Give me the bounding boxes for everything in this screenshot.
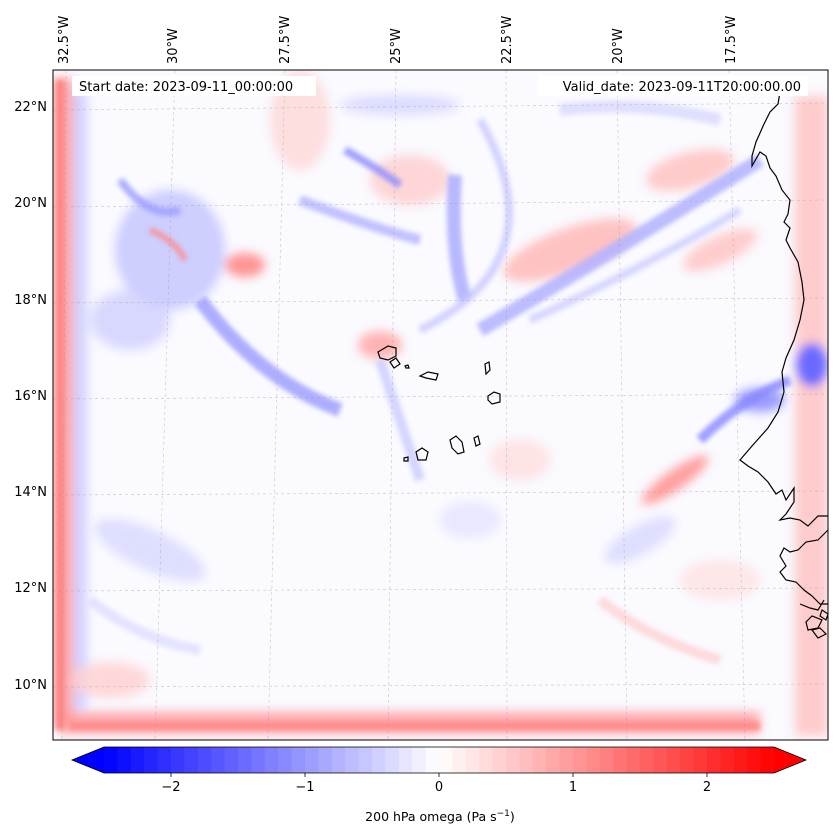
colorbar-segment: [720, 747, 735, 773]
colorbar-segment: [264, 747, 279, 773]
lat-label: 22°N: [14, 100, 47, 115]
colorbar-segment: [599, 747, 614, 773]
colorbar-segment: [760, 747, 775, 773]
colorbar-segment: [305, 747, 319, 773]
colorbar-tick-label: 0: [435, 780, 443, 795]
colorbar-segment: [398, 747, 413, 773]
sal: [484, 361, 491, 376]
colorbar-segment: [640, 747, 654, 773]
lon-label: 30°W: [166, 28, 181, 64]
boa-vista: [487, 391, 501, 405]
map-frame: [52, 69, 829, 741]
colorbar-segment: [653, 747, 668, 773]
colorbar-segment: [506, 747, 520, 773]
colorbar-segment: [546, 747, 561, 773]
colorbar-segment: [358, 747, 373, 773]
latitude-labels: 22°N 20°N 18°N 16°N 14°N 12°N 10°N: [14, 100, 47, 693]
colorbar-segments: [104, 747, 775, 773]
lat-label: 20°N: [14, 196, 47, 211]
colorbar-segment: [425, 747, 440, 773]
maio: [473, 435, 481, 447]
colorbar-segment: [211, 747, 226, 773]
colorbar-segment: [439, 747, 453, 773]
colorbar-segment: [385, 747, 400, 773]
colorbar-segment: [197, 747, 212, 773]
colorbar-tick-label: −1: [295, 780, 314, 795]
colorbar-segment: [626, 747, 641, 773]
colorbar-segment: [412, 747, 427, 773]
colorbar-segment: [573, 747, 587, 773]
colorbar-segment: [733, 747, 748, 773]
colorbar-segment: [291, 747, 306, 773]
longitude-labels: 32.5°W 30°W 27.5°W 25°W 22.5°W 20°W 17.5…: [57, 16, 739, 64]
fogo: [415, 447, 429, 461]
colorbar-segment: [238, 747, 252, 773]
start-date-box: [72, 76, 316, 96]
lon-label: 32.5°W: [57, 16, 72, 64]
colorbar-ticks: −2 −1 0 1 2: [161, 773, 711, 795]
colorbar-tick-label: 1: [569, 780, 577, 795]
colorbar-segment: [479, 747, 494, 773]
lon-label: 17.5°W: [724, 16, 739, 64]
colorbar-segment: [680, 747, 695, 773]
colorbar-segment: [251, 747, 266, 773]
lat-label: 16°N: [14, 389, 47, 404]
colorbar-segment: [586, 747, 601, 773]
santiago: [449, 435, 465, 455]
brava: [403, 456, 409, 462]
santo-antao: [377, 345, 397, 361]
colorbar-segment: [519, 747, 534, 773]
lat-label: 10°N: [14, 678, 47, 693]
colorbar-segment: [345, 747, 360, 773]
colorbar-tick-label: 2: [703, 780, 711, 795]
omega-field-streaks: [56, 80, 792, 730]
colorbar-segment: [171, 747, 185, 773]
colorbar-segment: [184, 747, 199, 773]
lon-label: 20°W: [611, 28, 626, 64]
colorbar-segment: [157, 747, 172, 773]
lat-label: 12°N: [14, 581, 47, 596]
colorbar-extend-min: [72, 747, 104, 773]
africa-coastline: [739, 83, 828, 527]
valid-date-label: Valid_date: 2023-09-11T20:00:00.00: [563, 80, 801, 95]
colorbar-segment: [331, 747, 346, 773]
coastlines: [377, 83, 829, 639]
colorbar-segment: [559, 747, 574, 773]
colorbar-segment: [144, 747, 159, 773]
santa-luzia: [404, 364, 410, 369]
lon-label: 27.5°W: [278, 16, 293, 64]
start-date-label: Start date: 2023-09-11_00:00:00: [79, 80, 293, 95]
colorbar-segment: [532, 747, 547, 773]
colorbar: −2 −1 0 1 2 200 hPa omega (Pa s−1): [70, 746, 808, 824]
colorbar-segment: [707, 747, 721, 773]
colorbar-segment: [747, 747, 762, 773]
lon-label: 25°W: [389, 28, 404, 64]
colorbar-segment: [465, 747, 480, 773]
colorbar-segment: [117, 747, 132, 773]
colorbar-segment: [224, 747, 239, 773]
sao-vicente: [389, 357, 401, 369]
colorbar-segment: [613, 747, 628, 773]
colorbar-outline: [70, 746, 808, 774]
sao-nicolau: [418, 371, 439, 381]
colorbar-segment: [130, 747, 145, 773]
colorbar-extend-max: [774, 747, 806, 773]
lon-label: 22.5°W: [500, 16, 515, 64]
map-panel: Start date: 2023-09-11_00:00:00 Valid_da…: [52, 69, 829, 741]
colorbar-segment: [452, 747, 467, 773]
colorbar-segment: [318, 747, 333, 773]
lat-label: 14°N: [14, 485, 47, 500]
colorbar-segment: [104, 747, 118, 773]
colorbar-label: 200 hPa omega (Pa s−1): [365, 809, 515, 824]
gridlines: [53, 70, 828, 740]
colorbar-segment: [666, 747, 681, 773]
colorbar-segment: [278, 747, 293, 773]
colorbar-segment: [372, 747, 386, 773]
colorbar-segment: [693, 747, 708, 773]
lat-label: 18°N: [14, 293, 47, 308]
colorbar-segment: [492, 747, 507, 773]
colorbar-tick-label: −2: [161, 780, 180, 795]
valid-date-box: [538, 76, 808, 96]
